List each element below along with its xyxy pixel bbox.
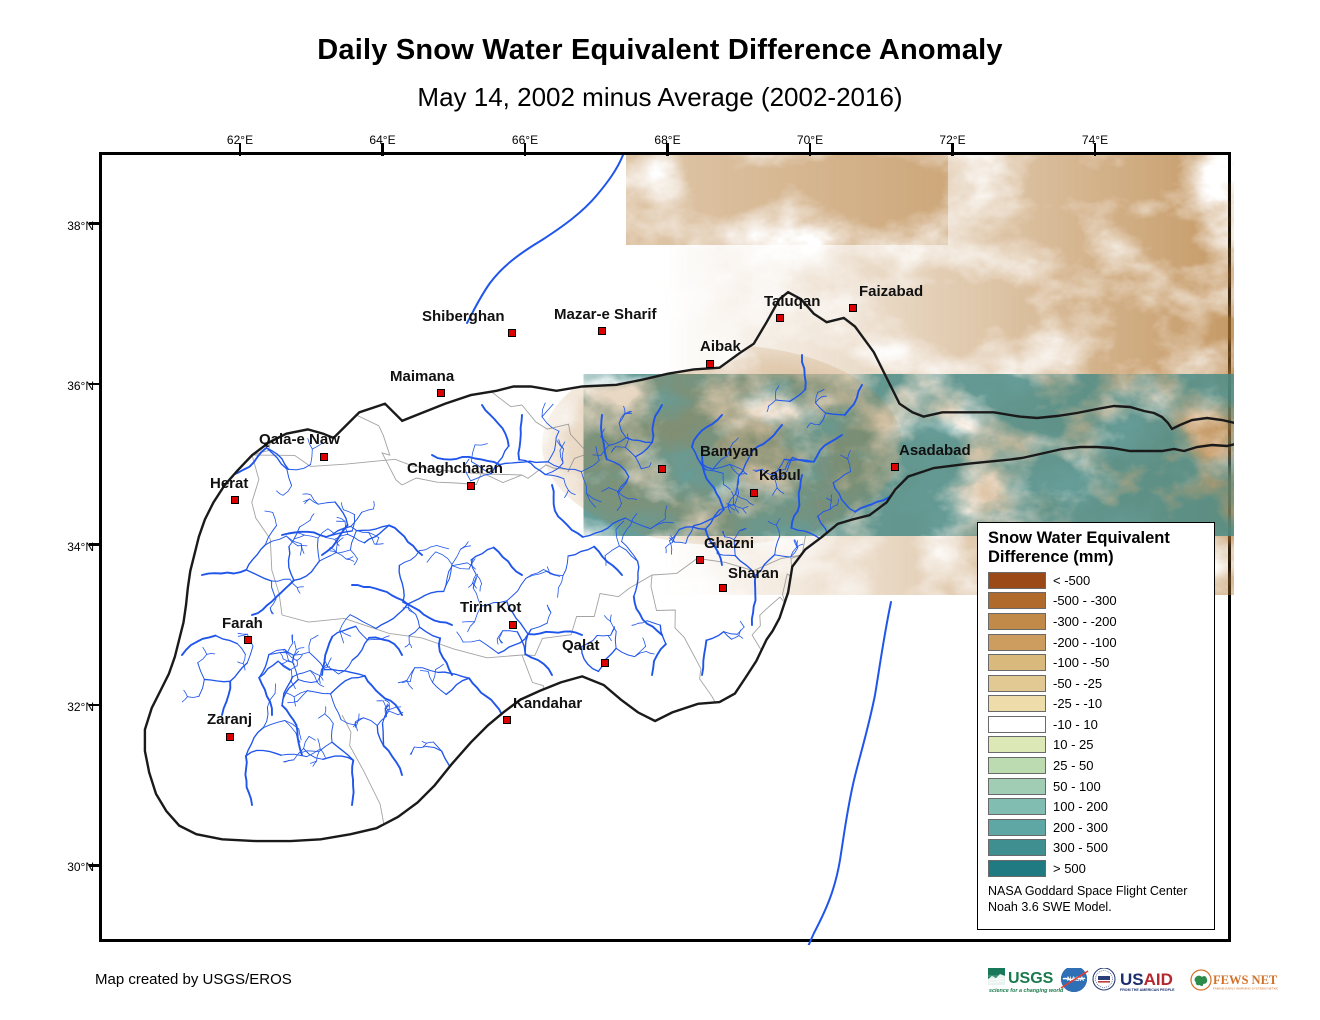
svg-text:USGS: USGS [1008,970,1054,987]
svg-text:science for a changing world: science for a changing world [989,988,1064,994]
svg-text:FAMINE EARLY WARNING SYSTEMS N: FAMINE EARLY WARNING SYSTEMS NETWORK [1213,987,1278,991]
svg-text:FEWS NET: FEWS NET [1213,973,1278,987]
svg-text:FROM THE AMERICAN PEOPLE: FROM THE AMERICAN PEOPLE [1120,988,1175,992]
svg-text:USAID: USAID [1120,970,1173,989]
